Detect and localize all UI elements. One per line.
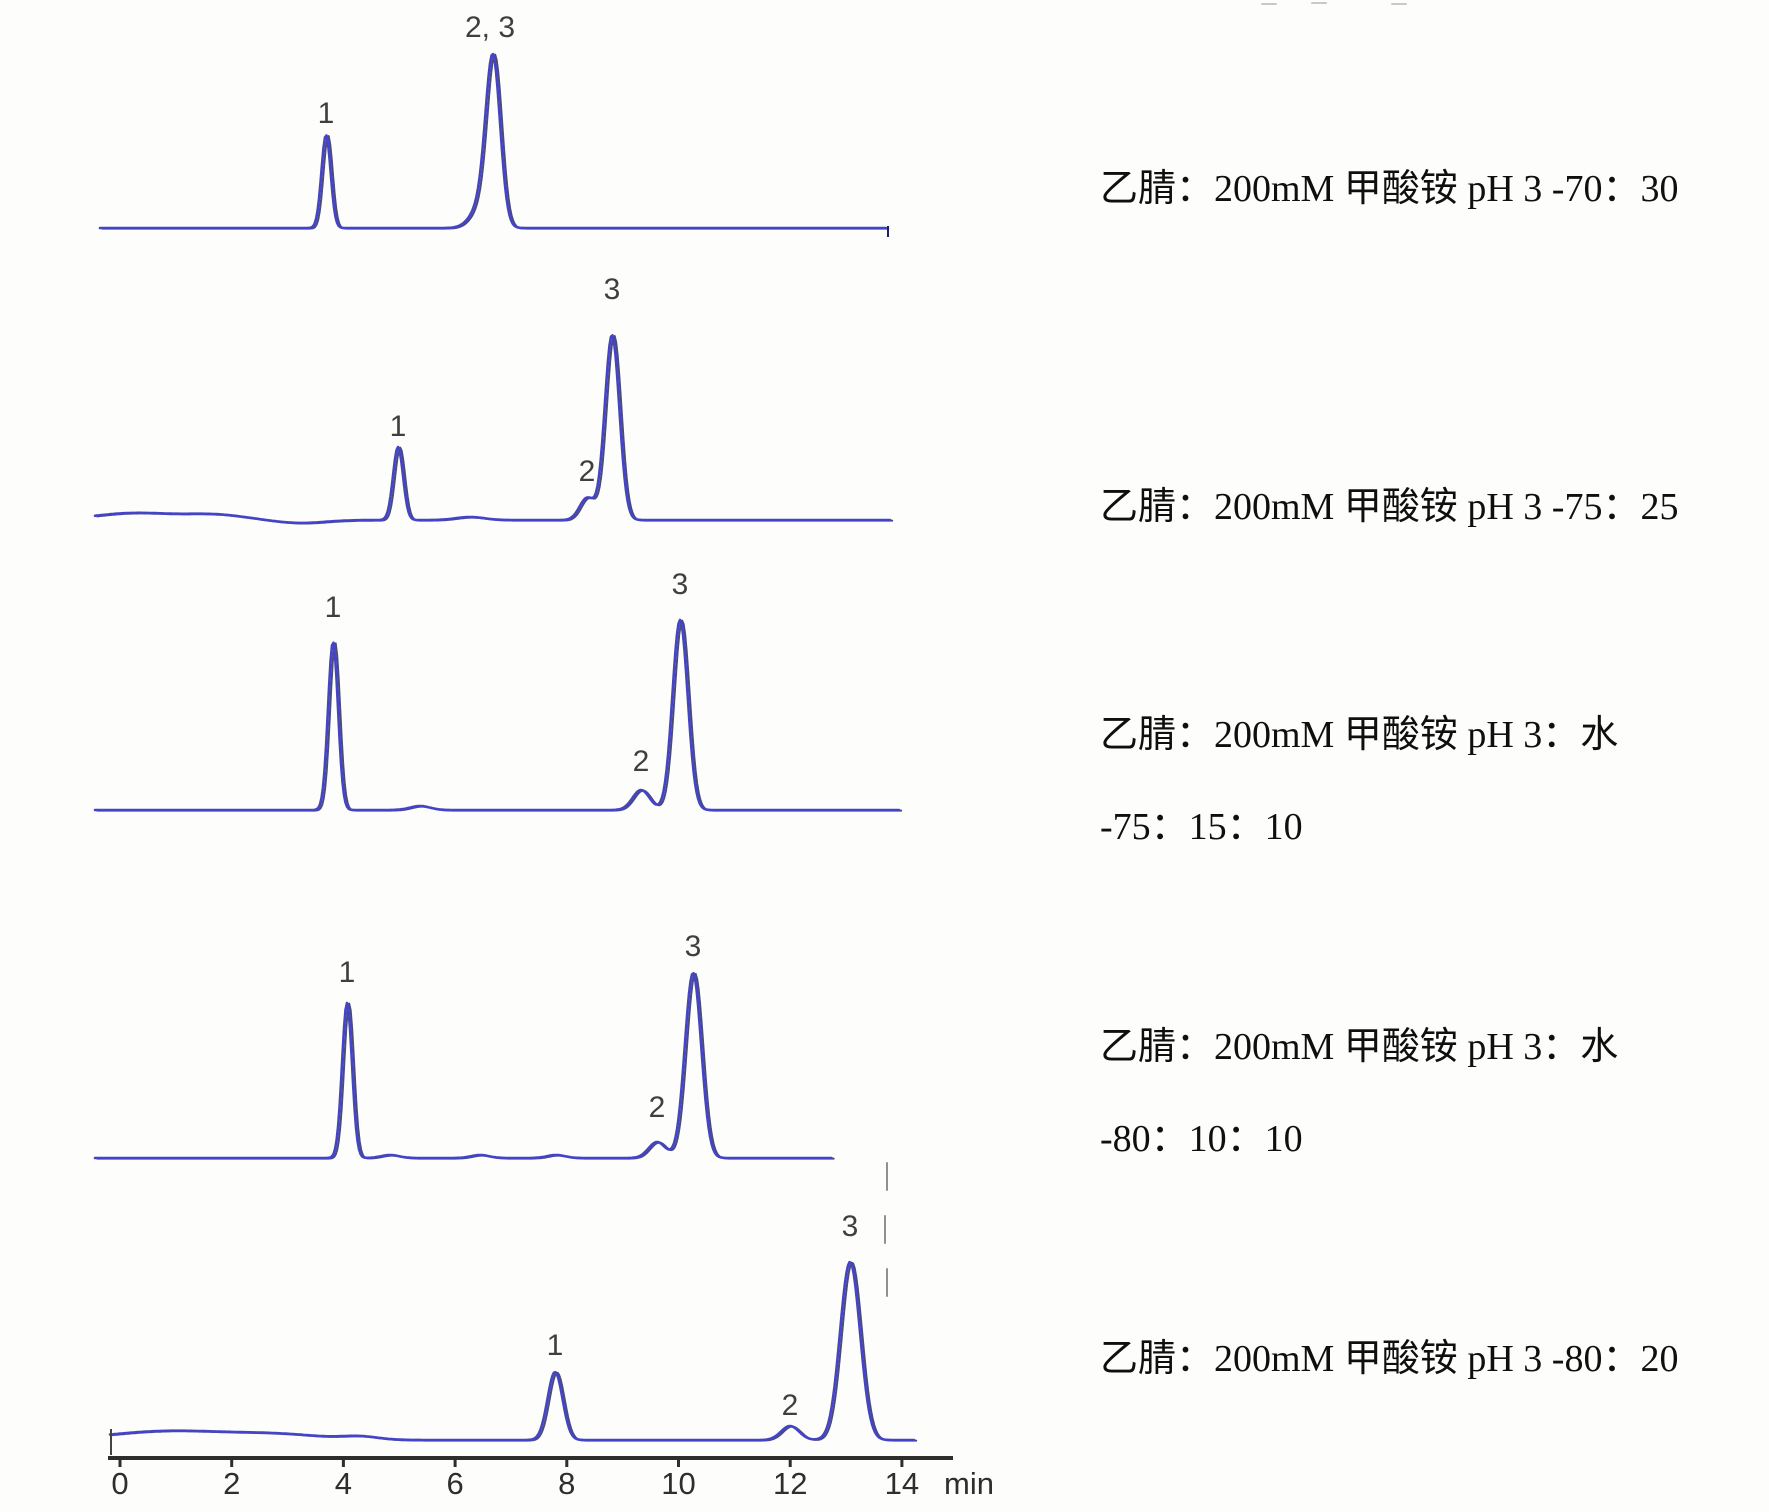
x-axis-tick-label: 2 <box>223 1466 240 1501</box>
peak-label: 2 <box>633 745 650 778</box>
condition-label: 乙腈：200mM 甲酸铵 pH 3：水 <box>1100 1026 1619 1068</box>
peak-label: 3 <box>842 1210 859 1243</box>
peak-label: 1 <box>339 956 356 989</box>
x-axis-tick-label: 6 <box>446 1466 463 1501</box>
peak-label: 2 <box>782 1389 799 1422</box>
condition-label: -75：15：10 <box>1100 806 1303 848</box>
trace-line-shadow <box>96 972 835 1160</box>
x-axis-tick-label: 10 <box>661 1466 695 1501</box>
trace-line <box>98 52 888 230</box>
peak-label: 3 <box>604 273 621 306</box>
peak-label: 2 <box>579 455 596 488</box>
trace-line <box>93 334 892 525</box>
x-axis-tick-label: 0 <box>111 1466 128 1501</box>
peak-label: 3 <box>672 568 689 601</box>
peak-label: 1 <box>325 591 342 624</box>
peak-label: 1 <box>390 410 407 443</box>
x-axis-tick-label: 12 <box>773 1466 807 1501</box>
x-axis-unit-label: min <box>944 1466 994 1501</box>
condition-label: 乙腈：200mM 甲酸铵 pH 3 -80：20 <box>1100 1338 1679 1380</box>
x-axis-tick-label: 14 <box>885 1466 919 1501</box>
trace-line-shadow <box>96 619 903 812</box>
trace-line <box>93 618 901 812</box>
peak-label: 1 <box>547 1329 564 1362</box>
condition-label: 乙腈：200mM 甲酸铵 pH 3 -70：30 <box>1100 168 1679 210</box>
condition-label: 乙腈：200mM 甲酸铵 pH 3 -75：25 <box>1100 486 1679 528</box>
condition-label: 乙腈：200mM 甲酸铵 pH 3：水 <box>1100 714 1619 756</box>
x-axis-tick-label: 8 <box>558 1466 575 1501</box>
peak-label: 2 <box>649 1091 666 1124</box>
trace-line-shadow <box>96 335 894 525</box>
condition-label: -80：10：10 <box>1100 1118 1303 1160</box>
trace-line <box>93 972 833 1160</box>
peak-label: 2, 3 <box>465 11 515 44</box>
trace-line <box>108 1260 916 1442</box>
peak-label: 3 <box>685 930 702 963</box>
peak-label: 1 <box>318 97 335 130</box>
x-axis-tick-label: 4 <box>335 1466 352 1501</box>
trace-line-shadow <box>101 53 890 230</box>
